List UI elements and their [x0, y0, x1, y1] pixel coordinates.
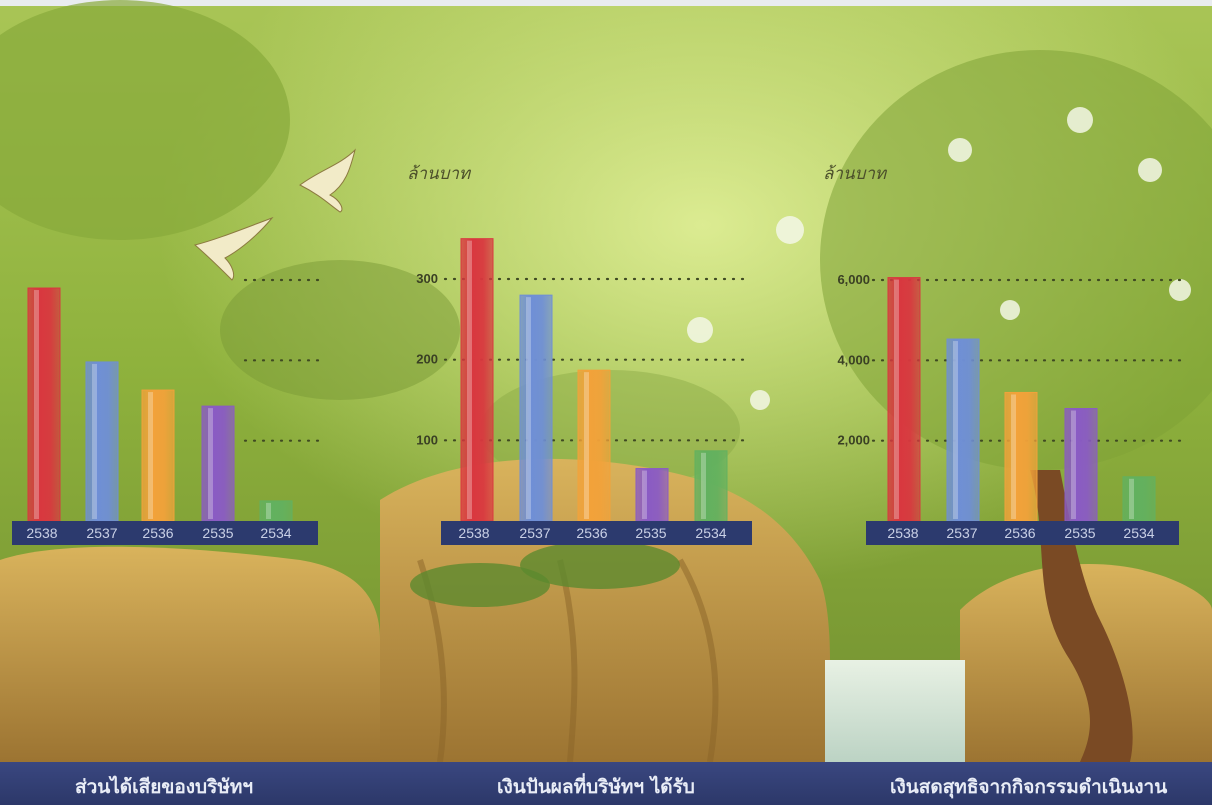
bar-2538	[27, 287, 61, 522]
bar-2536	[577, 369, 611, 522]
bar-2536	[141, 389, 175, 522]
x-tick-label-2538: 2538	[26, 525, 57, 541]
bar-highlight	[148, 392, 153, 519]
bar-2534	[259, 500, 293, 522]
x-tick-label-2537: 2537	[86, 525, 117, 541]
x-tick-label-2537: 2537	[946, 525, 977, 541]
bar-highlight	[1071, 410, 1076, 519]
bar-highlight	[1011, 394, 1016, 519]
bar-2538	[887, 277, 921, 522]
bar-2535	[1064, 408, 1098, 522]
bar-2538	[460, 238, 494, 522]
y-tick-label: 200	[416, 352, 438, 367]
year-band	[866, 521, 1179, 545]
x-tick-label-2537: 2537	[519, 525, 550, 541]
bar-highlight	[92, 363, 97, 519]
bar-highlight	[894, 279, 899, 519]
x-tick-label-2535: 2535	[202, 525, 233, 541]
x-tick-label-2538: 2538	[887, 525, 918, 541]
x-tick-label-2534: 2534	[695, 525, 726, 541]
bar-highlight	[208, 408, 213, 519]
x-tick-label-2534: 2534	[1123, 525, 1154, 541]
y-tick-label: 300	[416, 271, 438, 286]
y-tick-label: 4,000	[837, 352, 870, 367]
x-tick-label-2535: 2535	[1064, 525, 1095, 541]
x-tick-label-2536: 2536	[576, 525, 607, 541]
bar-highlight	[467, 240, 472, 519]
bar-highlight	[526, 297, 531, 519]
year-band	[12, 521, 318, 545]
x-tick-label-2536: 2536	[1004, 525, 1035, 541]
y-tick-label: 100	[416, 432, 438, 447]
x-tick-label-2535: 2535	[635, 525, 666, 541]
chart-3-unit-label: ล้านบาท	[823, 164, 887, 184]
bar-2537	[519, 294, 553, 522]
bar-2536	[1004, 391, 1038, 522]
bar-highlight	[701, 452, 706, 519]
x-tick-label-2538: 2538	[458, 525, 489, 541]
bar-2535	[201, 405, 235, 522]
bar-highlight	[34, 290, 39, 519]
x-tick-label-2534: 2534	[260, 525, 291, 541]
chart-1-caption: ส่วนได้เสียของบริษัทฯ	[75, 776, 254, 798]
chart-2: 100 200 300 2538 2537 2536 2535 2534	[416, 238, 752, 545]
chart-2-caption: เงินปันผลที่บริษัทฯ ได้รับ	[497, 776, 695, 798]
bar-2534	[694, 450, 728, 522]
bar-highlight	[642, 470, 647, 519]
x-tick-label-2536: 2536	[142, 525, 173, 541]
bar-highlight	[584, 372, 589, 519]
bar-2537	[85, 361, 119, 522]
chart-3-caption: เงินสดสุทธิจากกิจกรรมดำเนินงาน	[890, 776, 1168, 798]
bar-highlight	[266, 502, 271, 519]
bar-2537	[946, 338, 980, 522]
bar-2535	[635, 468, 669, 522]
chart-3: 2,000 4,000 6,000 2538 2537 2536 2535 2534	[837, 272, 1182, 545]
year-band	[441, 521, 752, 545]
bar-2534	[1122, 476, 1156, 522]
caption-band	[0, 762, 1212, 805]
bar-highlight	[953, 341, 958, 519]
y-tick-label: 6,000	[837, 272, 870, 287]
chart-1: 2538 2537 2536 2535 2534	[12, 278, 320, 545]
bar-highlight	[1129, 478, 1134, 519]
y-tick-label: 2,000	[837, 433, 870, 448]
chart-2-unit-label: ล้านบาท	[407, 164, 471, 184]
